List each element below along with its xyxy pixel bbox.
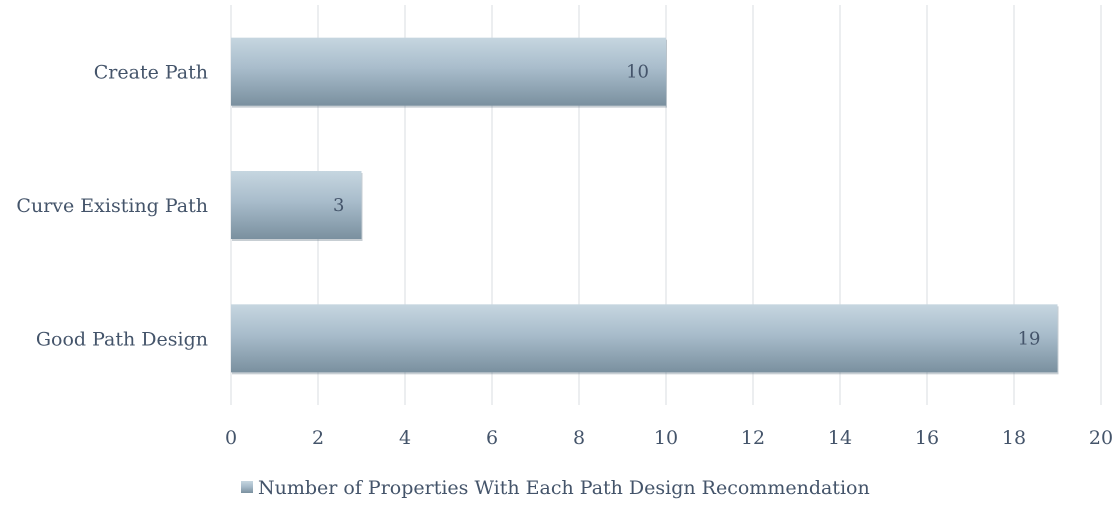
bars: 10 3 19: [231, 38, 1059, 375]
data-label: 3: [333, 195, 344, 216]
x-tick-label: 8: [573, 427, 585, 449]
x-axis-tick-labels: 0 2 4 6 8 10 12 14 16 18 20: [225, 427, 1113, 449]
category-label: Curve Existing Path: [16, 195, 208, 217]
category-label: Good Path Design: [36, 328, 208, 350]
legend-entry: Number of Properties With Each Path Desi…: [258, 477, 870, 499]
category-labels: Create Path Curve Existing Path Good Path …: [16, 62, 208, 351]
bar: [231, 38, 666, 106]
bar: [231, 304, 1058, 372]
x-tick-label: 20: [1089, 427, 1113, 449]
x-tick-label: 0: [225, 427, 237, 449]
x-tick-label: 4: [399, 427, 411, 449]
data-label: 10: [626, 62, 649, 83]
x-tick-label: 12: [741, 427, 765, 449]
x-tick-label: 10: [654, 427, 678, 449]
data-label: 19: [1018, 328, 1041, 349]
x-tick-label: 14: [828, 427, 852, 449]
x-tick-label: 2: [312, 427, 324, 449]
x-tick-label: 6: [486, 427, 498, 449]
x-tick-label: 16: [915, 427, 939, 449]
x-tick-label: 18: [1002, 427, 1026, 449]
legend: Number of Properties With Each Path Desi…: [241, 477, 870, 499]
category-label: Create Path: [94, 62, 208, 84]
legend-swatch: [241, 481, 253, 493]
